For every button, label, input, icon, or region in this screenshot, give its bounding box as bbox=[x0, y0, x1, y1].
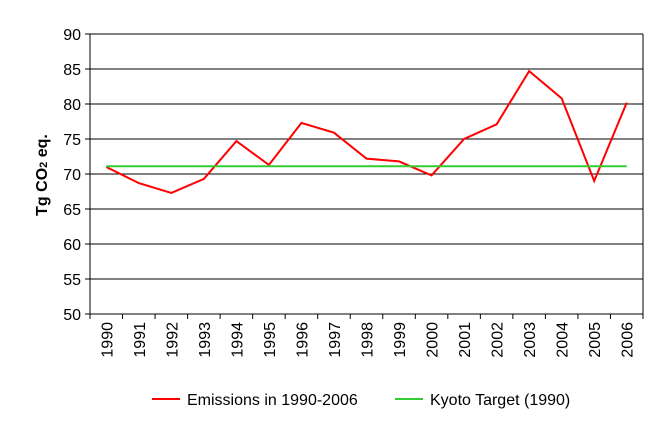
x-tick-label: 1998 bbox=[360, 322, 377, 358]
x-tick-label: 1990 bbox=[99, 322, 116, 358]
y-tick-label: 85 bbox=[63, 62, 81, 79]
x-axis-ticks: 1990 1991 1992 1993 1994 1995 1996 1997 1998 1999… bbox=[89, 314, 644, 358]
series-line-emissions bbox=[105, 69, 628, 194]
y-tick-label: 90 bbox=[63, 27, 81, 44]
x-tick-label: 2001 bbox=[457, 322, 474, 358]
x-tick-label: 2004 bbox=[555, 322, 572, 358]
y-axis-ticks: 50 55 60 65 70 75 80 85 90 bbox=[63, 27, 90, 324]
x-tick-label: 1994 bbox=[229, 322, 246, 358]
legend-label: Kyoto Target (1990) bbox=[430, 392, 570, 409]
x-tick-label: 1991 bbox=[132, 322, 149, 358]
x-tick-label: 1996 bbox=[294, 322, 311, 358]
x-tick-label: 2003 bbox=[522, 322, 539, 358]
y-tick-label: 70 bbox=[63, 167, 81, 184]
x-tick-label: 2000 bbox=[425, 322, 442, 358]
y-tick-label: 75 bbox=[63, 132, 81, 149]
x-tick-label: 2005 bbox=[587, 322, 604, 358]
x-tick-label: 1995 bbox=[262, 322, 279, 358]
x-tick-label: 1992 bbox=[164, 322, 181, 358]
x-tick-label: 2002 bbox=[490, 322, 507, 358]
y-tick-label: 65 bbox=[63, 202, 81, 219]
x-tick-label: 2006 bbox=[620, 322, 637, 358]
y-tick-label: 50 bbox=[63, 307, 81, 324]
x-tick-label: 1999 bbox=[392, 322, 409, 358]
gridlines bbox=[89, 33, 644, 315]
x-tick-label: 1997 bbox=[327, 322, 344, 358]
x-tick-label: 1993 bbox=[197, 322, 214, 358]
y-tick-label: 55 bbox=[63, 272, 81, 289]
y-tick-label: 60 bbox=[63, 237, 81, 254]
series-lines bbox=[105, 69, 628, 194]
y-axis-label: Tg CO2 eq. bbox=[34, 134, 51, 216]
y-tick-label: 80 bbox=[63, 97, 81, 114]
legend: Emissions in 1990-2006 Kyoto Target (1990… bbox=[152, 392, 570, 409]
legend-label: Emissions in 1990-2006 bbox=[187, 392, 358, 409]
